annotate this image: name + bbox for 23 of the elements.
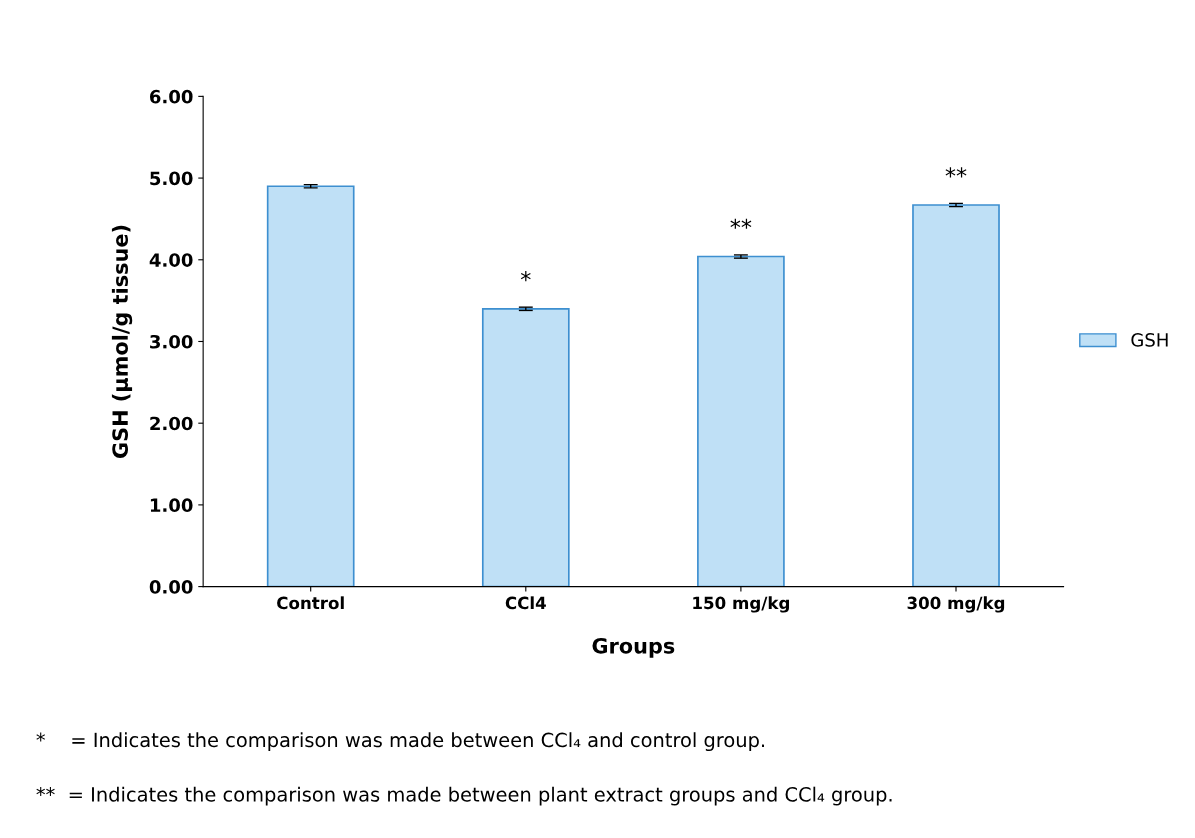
bar <box>697 255 785 587</box>
legend-label: GSH <box>1131 333 1168 347</box>
y-axis-title: GSH (µmol/g tissue) <box>111 225 133 458</box>
x-tick-label: 150 mg/kg <box>693 596 789 613</box>
text: ** = Indicates the comparison was made between plant extract groups and CCl₄ group. <box>36 786 892 806</box>
annotation: * <box>520 271 531 282</box>
annotation: ** <box>945 167 967 178</box>
bar <box>912 204 1000 587</box>
x-tick-label: 300 mg/kg <box>907 596 1005 613</box>
bar <box>481 307 570 587</box>
x-axis-title: Groups <box>592 637 675 658</box>
y-tick-label: 2.00 <box>150 416 193 431</box>
x-tick-label: CCl4 <box>505 596 546 610</box>
bar <box>266 185 355 587</box>
y-tick-label: 4.00 <box>149 253 193 267</box>
x-tick-label: Control <box>277 596 344 610</box>
text: * = Indicates the comparison was made between CCl₄ and control group. <box>36 732 765 752</box>
y-tick-label: 1.00 <box>150 498 193 513</box>
y-tick-label: 5.00 <box>150 171 193 186</box>
annotation: ** <box>730 218 752 229</box>
y-tick-label: 3.00 <box>150 334 193 349</box>
y-tick-label: 0.00 <box>149 580 193 594</box>
y-tick-label: 6.00 <box>150 89 193 104</box>
